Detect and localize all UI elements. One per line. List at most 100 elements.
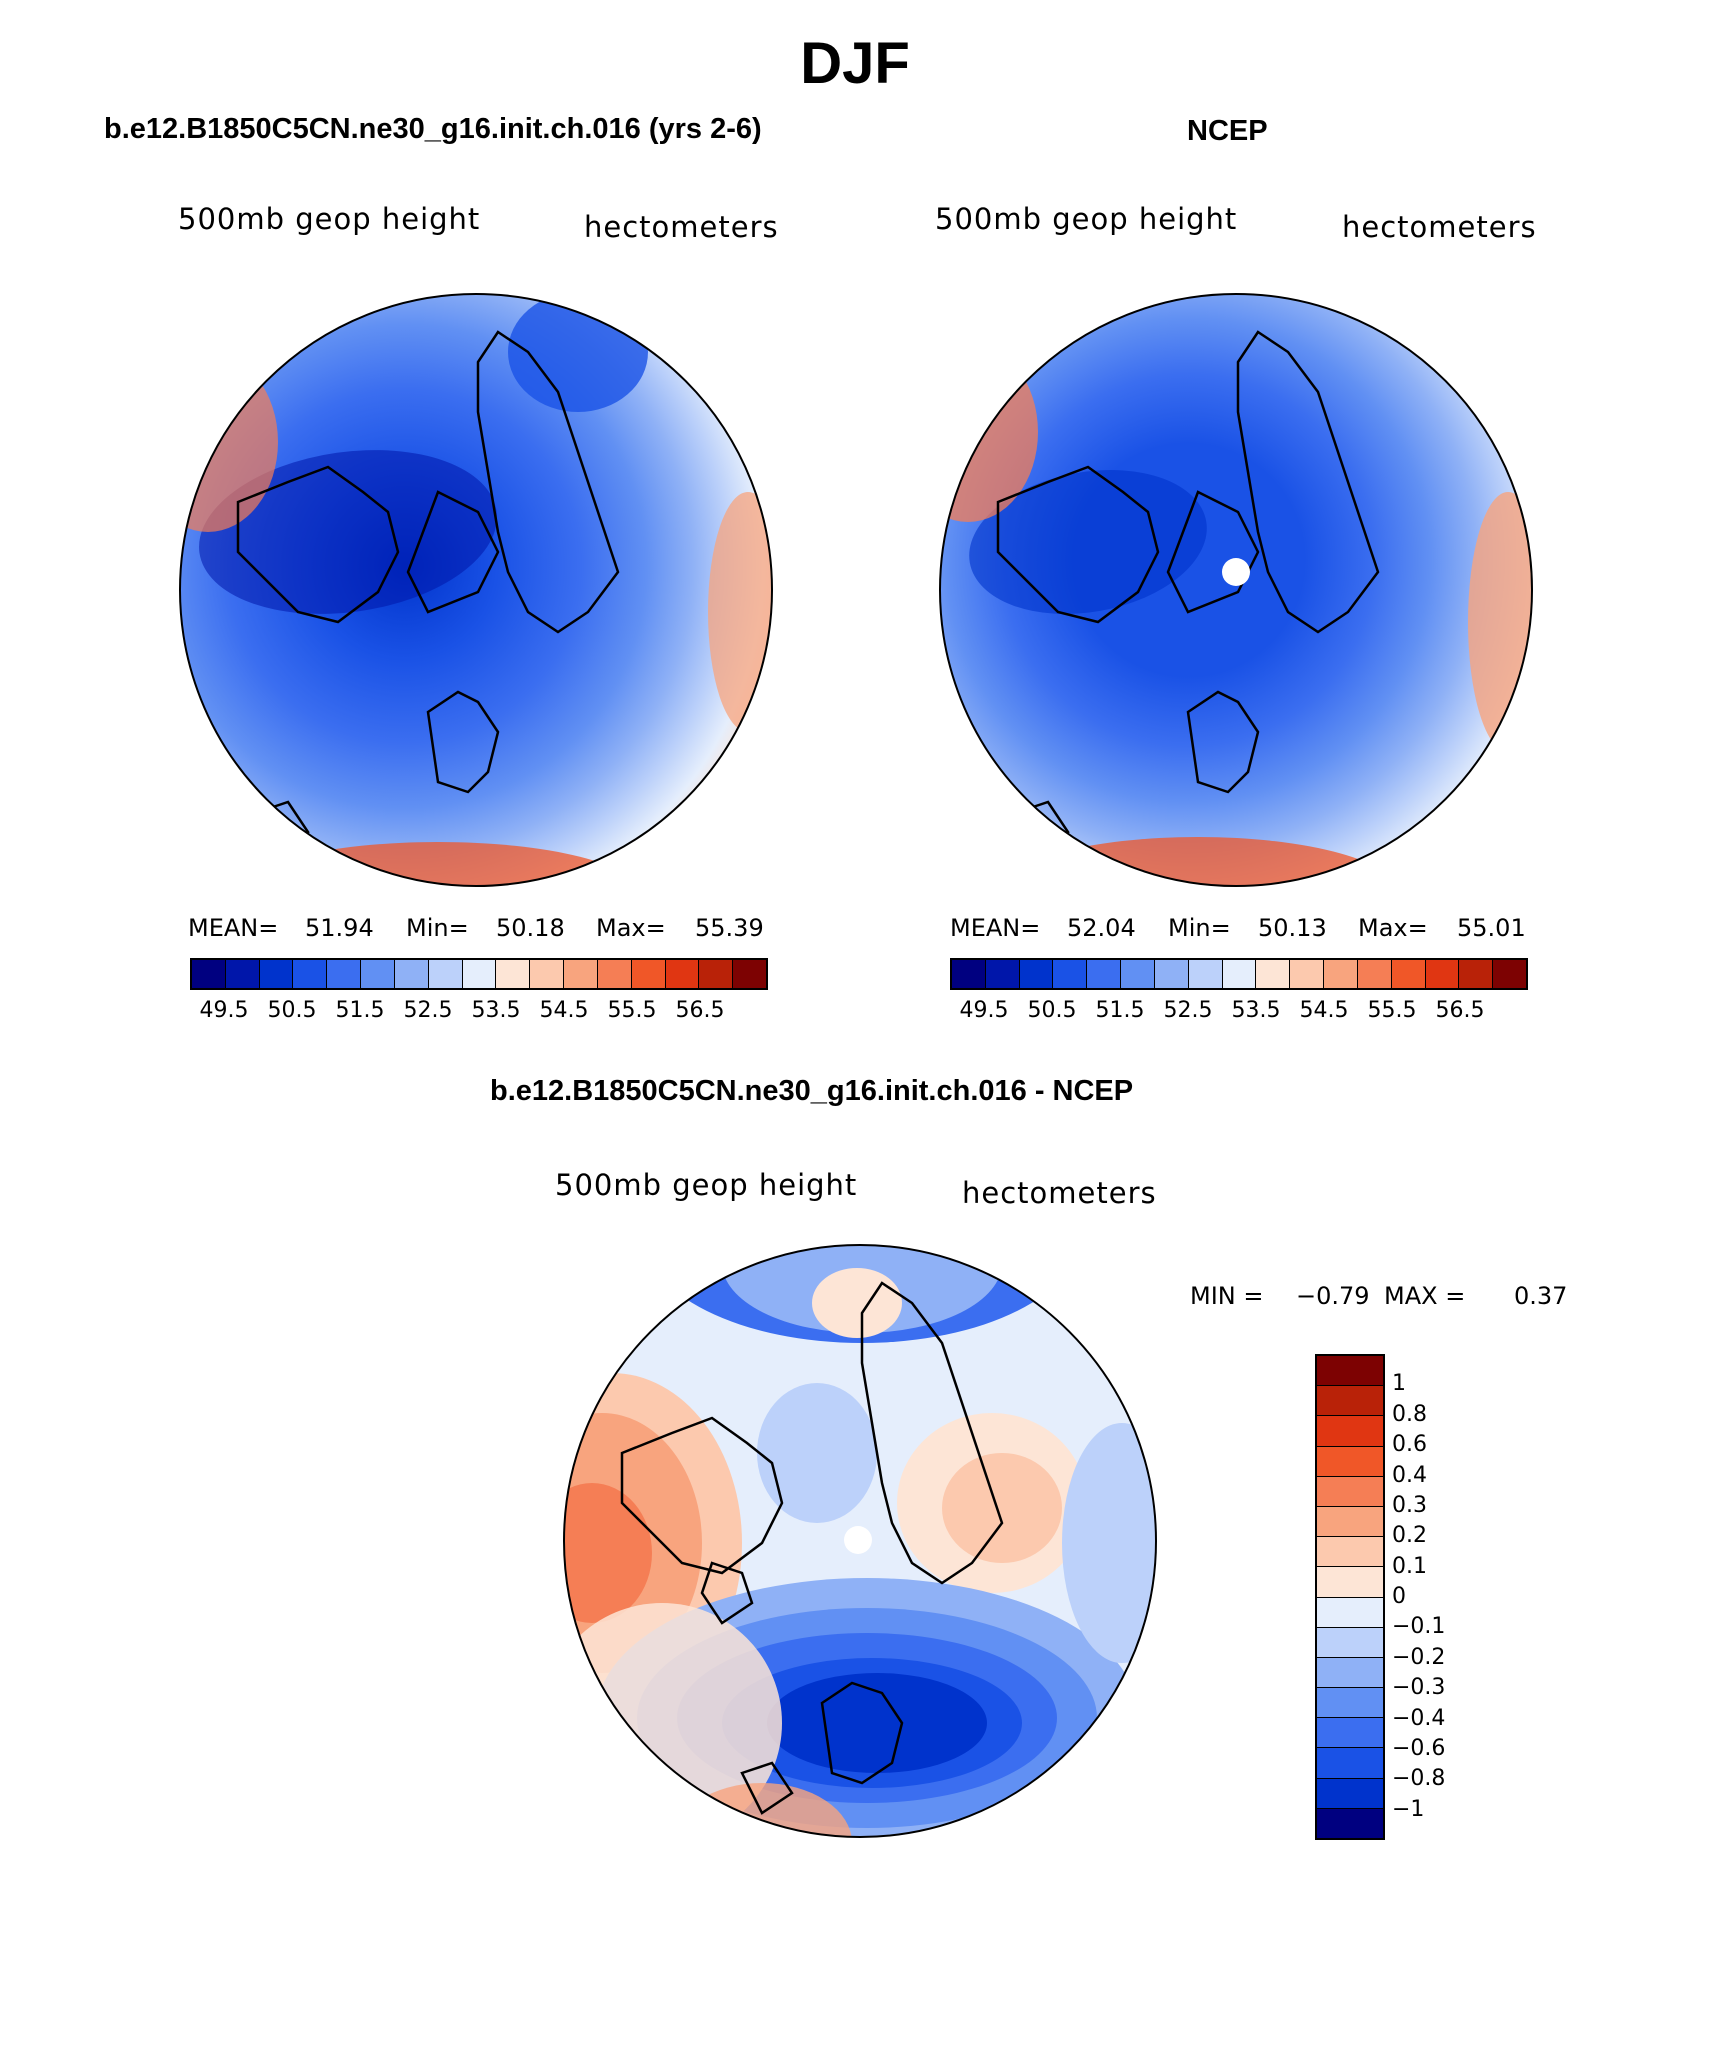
model-map (179, 293, 773, 887)
colorbar-swatch (1317, 1356, 1383, 1387)
colorbar-swatch (1317, 1657, 1383, 1689)
colorbar-tick-label: −1 (1392, 1796, 1425, 1822)
colorbar-swatch (1317, 1748, 1383, 1779)
colorbar-tick-label: 51.5 (335, 998, 385, 1023)
colorbar-swatch (1317, 1808, 1383, 1838)
diff-panel-title: b.e12.B1850C5CN.ne30_g16.init.ch.016 - N… (490, 1075, 1134, 1107)
colorbar-tick-label: 52.5 (1163, 998, 1213, 1023)
colorbar-tick-label: −0.4 (1392, 1705, 1446, 1731)
colorbar-swatch (733, 960, 767, 988)
colorbar-swatch (1317, 1778, 1383, 1809)
colorbar-swatch (1493, 960, 1527, 988)
colorbar-swatch (394, 960, 429, 988)
obs-map (939, 293, 1533, 887)
colorbar-tick-label: −0.8 (1392, 1766, 1446, 1792)
model-max-value: 55.39 (695, 914, 764, 942)
colorbar-tick-label: 56.5 (1435, 998, 1485, 1023)
colorbar-tick-label: 0.2 (1392, 1523, 1427, 1549)
obs-min-value: 50.13 (1258, 914, 1327, 942)
obs-variable-label: 500mb geop height (935, 202, 1238, 236)
colorbar-tick-label: 0.1 (1392, 1553, 1427, 1579)
season-title: DJF (800, 31, 910, 96)
model-units-label: hectometers (584, 210, 779, 244)
model-mean-label: MEAN= (188, 914, 279, 942)
diff-min-value: −0.79 (1296, 1282, 1370, 1310)
colorbar-swatch (631, 960, 666, 988)
colorbar-swatch (699, 960, 734, 988)
colorbar-tick-label: 55.5 (607, 998, 657, 1023)
colorbar-swatch (564, 960, 598, 988)
colorbar-swatch (952, 960, 986, 988)
colorbar-tick-label: 0 (1392, 1584, 1406, 1609)
obs-colorbar-ticks: 49.5 50.5 51.5 52.5 53.5 54.5 55.5 56.5 (950, 998, 1528, 1026)
model-min-value: 50.18 (496, 914, 565, 942)
colorbar-swatch (1324, 960, 1358, 988)
diff-max-value: 0.37 (1514, 1282, 1568, 1310)
colorbar-tick-label: 51.5 (1095, 998, 1145, 1023)
colorbar-swatch (1154, 960, 1189, 988)
colorbar-swatch (293, 960, 328, 988)
colorbar-swatch (1391, 960, 1426, 988)
colorbar-swatch (1357, 960, 1392, 988)
model-variable-label: 500mb geop height (178, 202, 481, 236)
colorbar-swatch (1317, 1718, 1383, 1749)
colorbar-tick-label: −0.2 (1392, 1644, 1446, 1670)
obs-mean-label: MEAN= (950, 914, 1041, 942)
colorbar-tick-label: 54.5 (1299, 998, 1349, 1023)
colorbar-swatch (192, 960, 226, 988)
model-mean-value: 51.94 (305, 914, 374, 942)
colorbar-swatch (1317, 1597, 1383, 1628)
model-panel-title: b.e12.B1850C5CN.ne30_g16.init.ch.016 (yr… (104, 113, 762, 145)
colorbar-swatch (1317, 1386, 1383, 1417)
diff-variable-label: 500mb geop height (555, 1168, 858, 1202)
diff-units-label: hectometers (962, 1176, 1157, 1210)
colorbar-swatch (1317, 1506, 1383, 1538)
colorbar-swatch (1317, 1476, 1383, 1507)
colorbar-tick-label: 53.5 (1231, 998, 1281, 1023)
colorbar-swatch (1317, 1537, 1383, 1568)
colorbar-swatch (1317, 1567, 1383, 1598)
colorbar-swatch (225, 960, 260, 988)
model-colorbar (190, 958, 768, 990)
colorbar-tick-label: 0.3 (1392, 1492, 1427, 1518)
colorbar-swatch (1256, 960, 1291, 988)
colorbar-swatch (1317, 1688, 1383, 1719)
colorbar-swatch (1317, 1416, 1383, 1447)
colorbar-tick-label: 0.8 (1392, 1401, 1427, 1427)
colorbar-swatch (1121, 960, 1155, 988)
colorbar-swatch (327, 960, 362, 988)
colorbar-swatch (1290, 960, 1325, 988)
obs-min-label: Min= (1168, 914, 1231, 942)
colorbar-swatch (1053, 960, 1088, 988)
obs-panel-title: NCEP (1187, 115, 1268, 147)
colorbar-tick-label: 56.5 (675, 998, 725, 1023)
diff-colorbar (1315, 1354, 1385, 1840)
diff-colorbar-ticks: 1 0.8 0.6 0.4 0.3 0.2 0.1 0 −0.1 −0.2 −0.3 −0.4 −0.6… (1392, 1354, 1512, 1840)
colorbar-tick-label: 50.5 (1027, 998, 1077, 1023)
diff-min-label: MIN = (1190, 1282, 1264, 1310)
colorbar-tick-label: −0.1 (1392, 1614, 1446, 1640)
obs-mean-value: 52.04 (1067, 914, 1136, 942)
obs-colorbar (950, 958, 1528, 990)
obs-max-value: 55.01 (1457, 914, 1526, 942)
colorbar-swatch (597, 960, 632, 988)
colorbar-tick-label: 55.5 (1367, 998, 1417, 1023)
colorbar-swatch (1317, 1446, 1383, 1477)
colorbar-swatch (1317, 1627, 1383, 1658)
colorbar-tick-label: 49.5 (199, 998, 249, 1023)
colorbar-swatch (1459, 960, 1494, 988)
colorbar-tick-label: 49.5 (959, 998, 1009, 1023)
colorbar-swatch (1425, 960, 1460, 988)
colorbar-tick-label: −0.6 (1392, 1735, 1446, 1761)
colorbar-tick-label: 0.6 (1392, 1432, 1427, 1458)
obs-max-label: Max= (1358, 914, 1428, 942)
colorbar-swatch (259, 960, 294, 988)
colorbar-swatch (1087, 960, 1122, 988)
colorbar-swatch (428, 960, 463, 988)
model-colorbar-ticks: 49.5 50.5 51.5 52.5 53.5 54.5 55.5 56.5 (190, 998, 768, 1026)
model-min-label: Min= (406, 914, 469, 942)
diff-max-label: MAX = (1384, 1282, 1466, 1310)
obs-units-label: hectometers (1342, 210, 1537, 244)
colorbar-swatch (985, 960, 1020, 988)
diff-map (563, 1244, 1157, 1838)
